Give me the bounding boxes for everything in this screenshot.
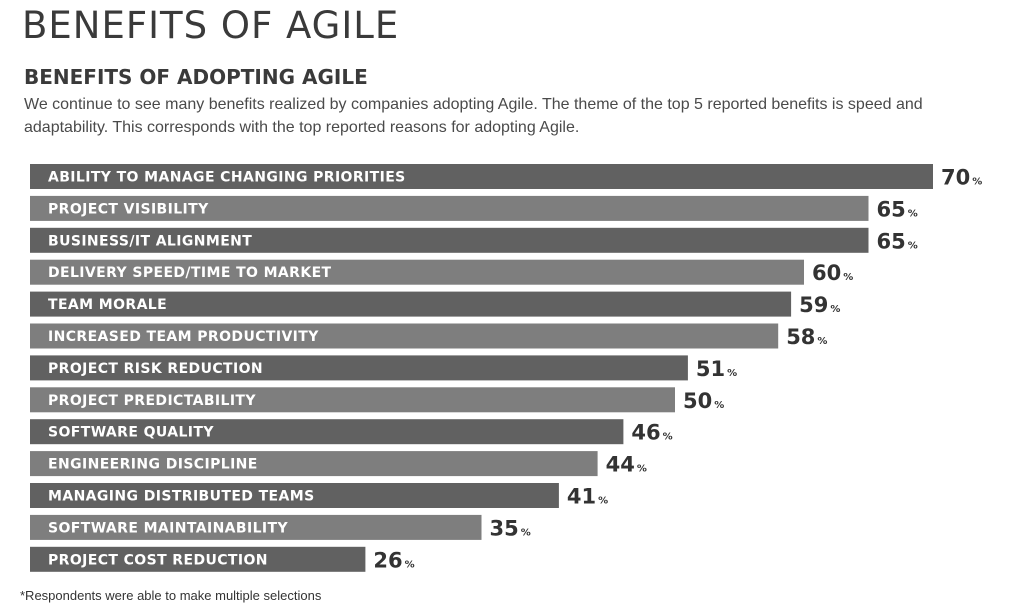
bar-label: DELIVERY SPEED/TIME TO MARKET [48,265,332,281]
bar [30,546,366,572]
bar-value-label: 51% [696,357,737,381]
bar-value-label: 58% [786,325,827,349]
page-title: BENEFITS OF AGILE [22,4,400,47]
bar-value-label: 26% [373,548,414,572]
bar [30,323,779,349]
bar [30,514,482,540]
bar-value-label: 41% [567,485,608,509]
bar-value-label: 60% [812,261,853,285]
bar [30,259,804,285]
bar-value-label: 50% [683,389,724,413]
bar-value-label: 35% [490,516,531,540]
bar-value-label: 65% [877,197,918,221]
bar-label: ENGINEERING DISCIPLINE [48,457,258,473]
bar [30,227,869,253]
bar-label: INCREASED TEAM PRODUCTIVITY [48,329,319,345]
bar-label: ABILITY TO MANAGE CHANGING PRIORITIES [48,170,406,186]
chart-subtitle: BENEFITS OF ADOPTING AGILE [24,65,368,89]
bar-label: SOFTWARE QUALITY [48,425,214,441]
bar [30,483,559,508]
bar-label: SOFTWARE MAINTAINABILITY [48,520,288,536]
bar-value-label: 59% [799,293,840,317]
bar-label: MANAGING DISTRIBUTED TEAMS [48,489,315,505]
bar [30,419,624,445]
footnote: *Respondents were able to make multiple … [20,588,322,603]
bar [30,164,933,189]
bar-label: PROJECT RISK REDUCTION [48,361,263,377]
bar-value-label: 46% [631,421,672,445]
bar-value-label: 65% [877,229,918,253]
bar-label: PROJECT COST REDUCTION [48,552,268,568]
bar [30,355,688,381]
bar [30,291,792,317]
bar [30,451,598,477]
bar-label: TEAM MORALE [48,297,167,313]
bar-value-label: 44% [606,453,647,477]
bar-value-label: 70% [941,166,982,190]
chart-description: We continue to see many benefits realize… [24,96,923,136]
bar [30,387,675,413]
bar-label: PROJECT PREDICTABILITY [48,393,256,409]
bar-label: PROJECT VISIBILITY [48,201,209,217]
bar-label: BUSINESS/IT ALIGNMENT [48,233,252,249]
bar [30,195,869,221]
